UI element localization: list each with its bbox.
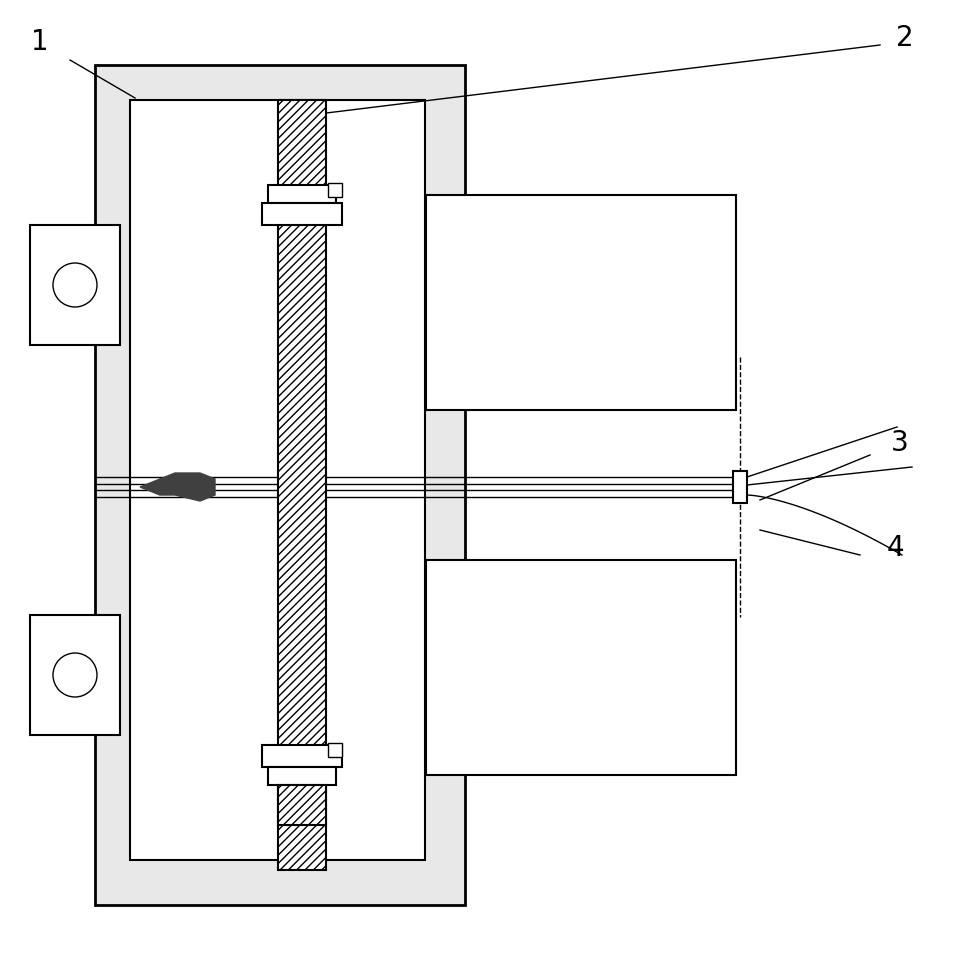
Text: 1: 1 <box>31 28 49 56</box>
Bar <box>426 560 736 775</box>
Bar <box>30 615 120 735</box>
Bar <box>278 785 326 825</box>
Bar <box>268 767 336 785</box>
Polygon shape <box>140 479 160 495</box>
Text: 4: 4 <box>886 534 904 562</box>
Bar <box>130 100 425 860</box>
Bar <box>262 203 342 225</box>
Bar <box>328 183 342 197</box>
Bar <box>733 471 747 503</box>
Text: 3: 3 <box>891 429 909 457</box>
Bar <box>328 743 342 757</box>
Text: 2: 2 <box>896 24 914 52</box>
Bar <box>262 745 342 767</box>
Bar <box>278 100 326 870</box>
Bar <box>30 225 120 345</box>
Bar <box>426 195 736 410</box>
Bar <box>268 185 336 203</box>
Polygon shape <box>160 473 215 501</box>
Bar <box>95 65 465 905</box>
